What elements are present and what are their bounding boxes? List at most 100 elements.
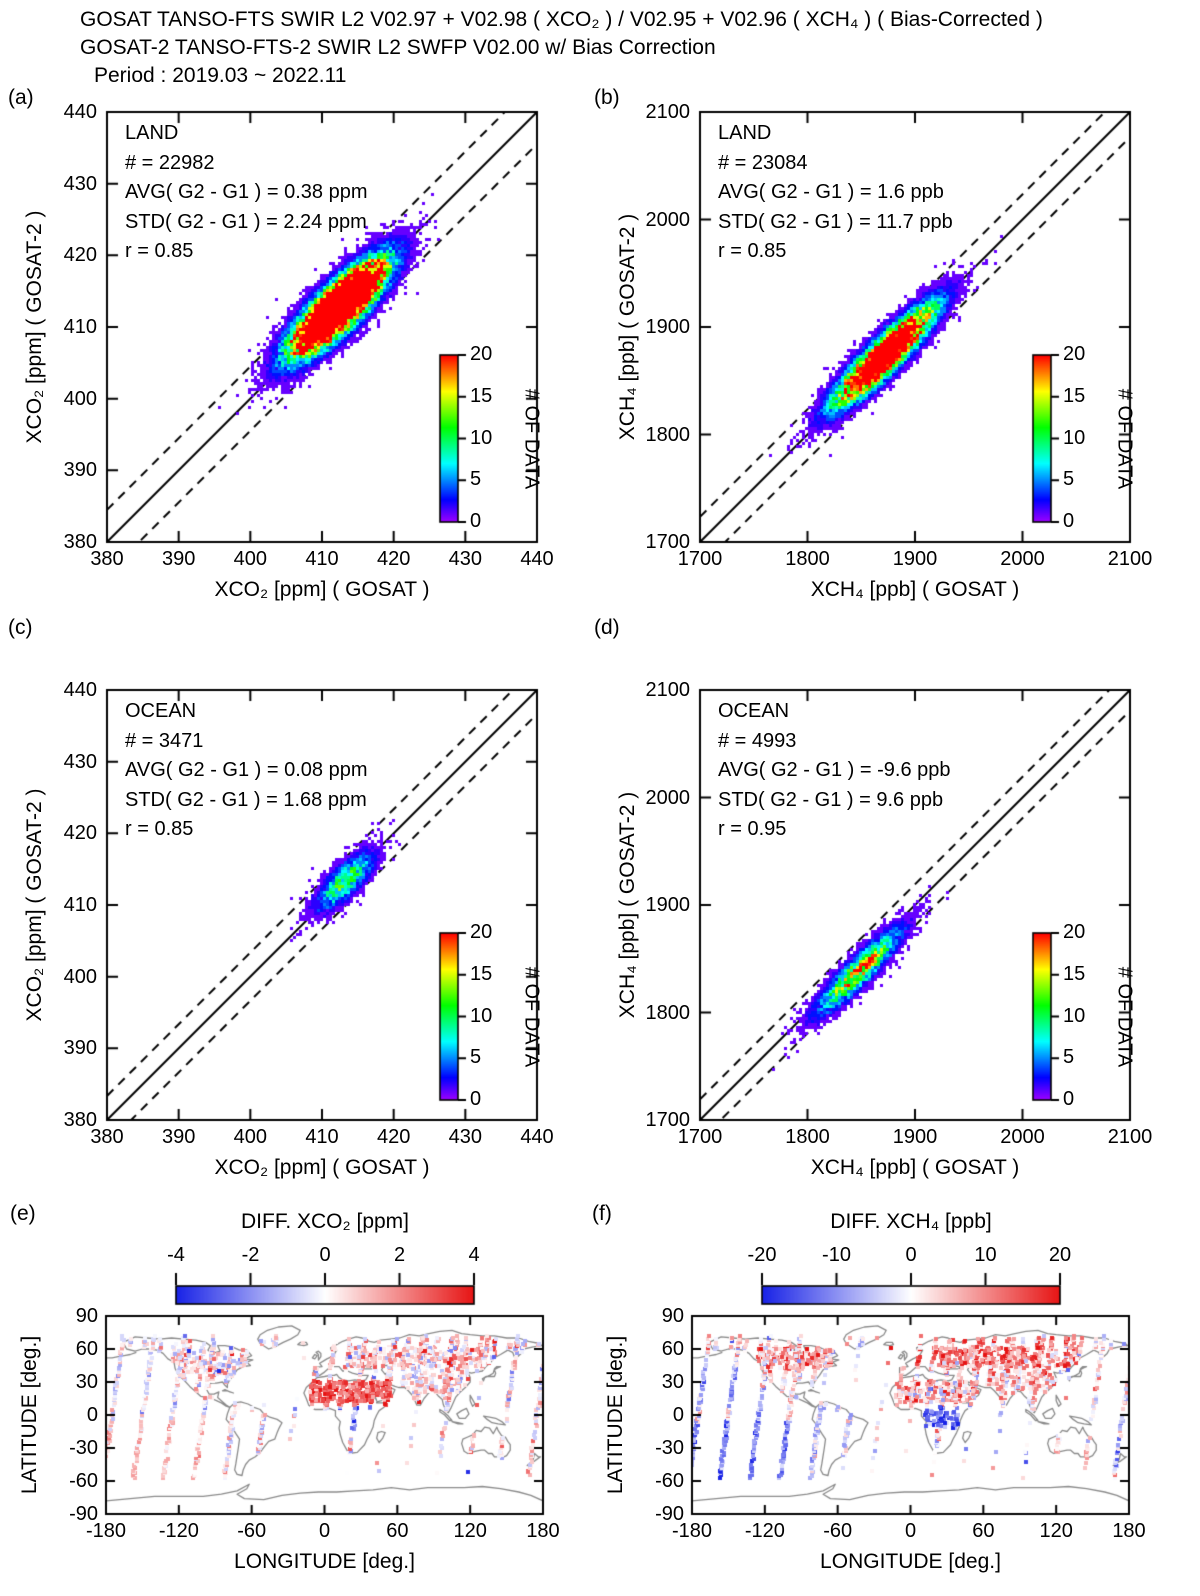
x-tick-label: 0 bbox=[318, 1520, 331, 1542]
y-tick-label: 90 bbox=[75, 1304, 98, 1327]
map-colorbar-tick-label: 10 bbox=[974, 1244, 997, 1266]
y-tick-label: 2000 bbox=[645, 786, 691, 809]
y-tick-label: -60 bbox=[69, 1469, 98, 1492]
y-tick-label: 410 bbox=[63, 893, 97, 916]
panel-letter-d: (d) bbox=[594, 616, 620, 639]
y-tick-label: 390 bbox=[63, 1037, 97, 1060]
y-tick-label: 430 bbox=[63, 172, 97, 195]
y-axis-title-a: XCO₂ [ppm] ( GOSAT-2 ) bbox=[23, 210, 47, 444]
map-colorbar-title-f: DIFF. XCH₄ [ppb] bbox=[830, 1210, 992, 1233]
x-tick-label: 440 bbox=[520, 1126, 554, 1148]
y-tick-label: 380 bbox=[63, 530, 97, 553]
x-tick-label: 2000 bbox=[1000, 1126, 1045, 1148]
y-tick-label: 420 bbox=[63, 822, 97, 845]
y-tick-label: 60 bbox=[661, 1337, 684, 1360]
y-tick-label: 400 bbox=[63, 965, 97, 988]
colorbar-tick-label: 0 bbox=[1063, 510, 1075, 532]
y-tick-label: 0 bbox=[672, 1403, 684, 1426]
y-tick-label: 60 bbox=[75, 1337, 98, 1360]
figure-title-line1: GOSAT TANSO-FTS SWIR L2 V02.97 + V02.98 … bbox=[80, 8, 1043, 31]
colorbar-tick-label: 10 bbox=[470, 1004, 493, 1027]
panel-b-stats-line: LAND bbox=[718, 122, 772, 144]
map-colorbar-title-e: DIFF. XCO₂ [ppm] bbox=[240, 1210, 410, 1233]
colorbar-tick-label: 5 bbox=[470, 468, 482, 491]
colorbar-label-a: # OF DATA bbox=[520, 388, 543, 489]
panel-c-stats-line: STD( G2 - G1 ) = 1.68 ppm bbox=[125, 788, 367, 811]
y-tick-label: 2100 bbox=[645, 678, 691, 701]
y-tick-label: 2100 bbox=[645, 100, 691, 123]
y-axis-title-e: LATITUDE [deg.] bbox=[18, 1335, 42, 1495]
map-colorbar-tick-label: 2 bbox=[393, 1244, 406, 1266]
y-tick-label: -90 bbox=[69, 1502, 98, 1525]
y-tick-label: 1800 bbox=[645, 1001, 691, 1024]
panel-c-stats-line: OCEAN bbox=[125, 700, 197, 722]
panel-d-stats-line: r = 0.95 bbox=[718, 818, 787, 840]
colorbar-label-c: # OF DATA bbox=[520, 966, 543, 1067]
panel-c-stats-line: # = 3471 bbox=[125, 729, 204, 752]
x-axis-title-a: XCO₂ [ppm] ( GOSAT ) bbox=[214, 578, 430, 601]
x-tick-label: 1900 bbox=[892, 1126, 938, 1148]
x-tick-label: 1700 bbox=[677, 1126, 723, 1148]
x-tick-label: 420 bbox=[376, 1126, 411, 1148]
panel-d-stats-line: # = 4993 bbox=[718, 729, 797, 752]
map-colorbar-tick-label: -2 bbox=[241, 1244, 260, 1266]
colorbar-tick-label: 10 bbox=[470, 426, 493, 449]
x-axis-title-f: LONGITUDE [deg.] bbox=[820, 1550, 1001, 1573]
y-tick-label: 410 bbox=[63, 315, 97, 338]
x-tick-label: 430 bbox=[448, 548, 483, 570]
colorbar-tick-label: 10 bbox=[1063, 426, 1086, 449]
colorbar-tick-label: 0 bbox=[1063, 1088, 1075, 1110]
y-tick-label: 2000 bbox=[645, 208, 691, 231]
map-colorbar-tick-label: -10 bbox=[822, 1244, 851, 1266]
panel-b-stats-line: AVG( G2 - G1 ) = 1.6 ppb bbox=[718, 181, 944, 203]
x-tick-label: 120 bbox=[1039, 1520, 1073, 1542]
y-tick-label: 380 bbox=[63, 1108, 97, 1131]
colorbar-tick-label: 0 bbox=[470, 510, 482, 532]
x-tick-label: -120 bbox=[158, 1520, 199, 1542]
colorbar-label-d: # OF DATA bbox=[1113, 966, 1136, 1067]
colorbar-tick-label: 15 bbox=[1063, 384, 1086, 407]
map-colorbar-tick-label: 4 bbox=[468, 1244, 480, 1266]
panel-b-stats-line: STD( G2 - G1 ) = 11.7 ppb bbox=[718, 210, 953, 233]
panel-d-stats-line: STD( G2 - G1 ) = 9.6 ppb bbox=[718, 788, 944, 811]
x-tick-label: 60 bbox=[972, 1520, 995, 1542]
y-tick-label: 420 bbox=[63, 244, 97, 267]
map-colorbar-tick-label: -4 bbox=[167, 1244, 185, 1266]
x-tick-label: 1900 bbox=[892, 548, 938, 570]
y-tick-label: 30 bbox=[75, 1370, 98, 1393]
x-tick-label: 1700 bbox=[677, 548, 723, 570]
map-colorbar-tick-label: 0 bbox=[905, 1244, 917, 1266]
y-tick-label: 400 bbox=[63, 387, 97, 410]
x-tick-label: 400 bbox=[233, 548, 268, 570]
map-colorbar-tick-label: 0 bbox=[319, 1244, 331, 1266]
x-tick-label: 0 bbox=[904, 1520, 917, 1542]
colorbar-tick-label: 15 bbox=[470, 962, 493, 985]
y-tick-label: 30 bbox=[661, 1370, 684, 1393]
x-tick-label: 2100 bbox=[1107, 548, 1153, 570]
x-tick-label: -180 bbox=[671, 1520, 713, 1542]
x-tick-label: 380 bbox=[90, 548, 124, 570]
y-axis-title-c: XCO₂ [ppm] ( GOSAT-2 ) bbox=[23, 788, 47, 1022]
y-tick-label: -30 bbox=[69, 1436, 98, 1459]
y-tick-label: 1700 bbox=[645, 1108, 691, 1131]
panel-a-stats-line: AVG( G2 - G1 ) = 0.38 ppm bbox=[125, 181, 368, 203]
y-tick-label: 390 bbox=[63, 459, 97, 482]
y-tick-label: 440 bbox=[63, 678, 97, 701]
y-tick-label: 1800 bbox=[645, 423, 691, 446]
x-axis-title-b: XCH₄ [ppb] ( GOSAT ) bbox=[810, 578, 1020, 601]
y-tick-label: 0 bbox=[86, 1403, 98, 1426]
colorbar-tick-label: 0 bbox=[470, 1088, 482, 1110]
colorbar-tick-label: 5 bbox=[1063, 1046, 1075, 1069]
figure-title-line2: GOSAT-2 TANSO-FTS-2 SWIR L2 SWFP V02.00 … bbox=[80, 36, 716, 59]
panel-b-stats-line: # = 23084 bbox=[718, 151, 808, 174]
map-colorbar-tick-label: -20 bbox=[747, 1244, 777, 1266]
panel-c-stats-line: AVG( G2 - G1 ) = 0.08 ppm bbox=[125, 759, 368, 781]
panel-b-stats-line: r = 0.85 bbox=[718, 240, 787, 262]
panel-letter-b: (b) bbox=[594, 86, 620, 109]
panel-a-stats-line: # = 22982 bbox=[125, 151, 215, 174]
y-tick-label: 430 bbox=[63, 750, 97, 773]
x-tick-label: 120 bbox=[453, 1520, 487, 1542]
x-tick-label: 380 bbox=[90, 1126, 124, 1148]
x-tick-label: 180 bbox=[1112, 1520, 1146, 1542]
x-tick-label: 390 bbox=[161, 1126, 196, 1148]
